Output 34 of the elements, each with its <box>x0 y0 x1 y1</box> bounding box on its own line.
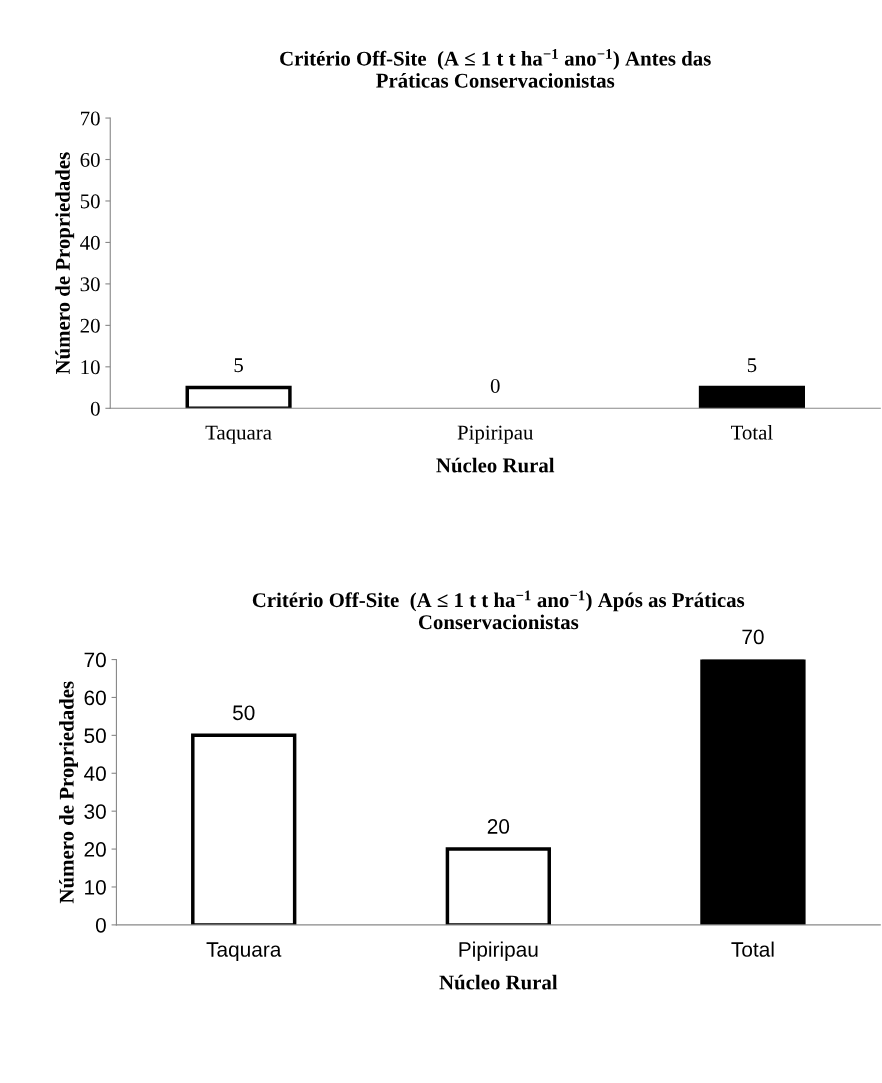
data-label: 70 <box>742 629 764 645</box>
y-tick-label: 10 <box>85 879 106 895</box>
x-tick-label: Total <box>731 941 774 957</box>
y-tick-label: 10 <box>81 360 100 375</box>
x-axis-title: Núcleo Rural <box>436 457 555 473</box>
x-tick-label: Taquara <box>205 425 272 444</box>
y-tick-label: 20 <box>84 842 106 857</box>
y-tick-label: 30 <box>80 277 100 292</box>
data-label: 5 <box>747 358 757 373</box>
x-tick-label: Taquara <box>206 942 282 961</box>
y-tick-label: 60 <box>80 152 100 167</box>
data-label: 5 <box>234 358 243 373</box>
x-tick-label: Pipiripau <box>457 425 534 444</box>
x-axis-title: Núcleo Rural <box>439 974 558 990</box>
data-label: 20 <box>487 819 510 834</box>
data-label: 50 <box>232 705 255 721</box>
y-tick-label: 50 <box>80 194 100 209</box>
y-tick-label: 50 <box>84 728 106 744</box>
chart-title: Critério Off-Site (A ≤ 1 t t ha$^{−1}$ ano$^{−1}$) Após as Práticas Conservacionistas <box>252 590 745 630</box>
data-label: 0 <box>490 378 500 393</box>
y-tick-label: 40 <box>80 235 100 250</box>
y-axis-title: Número de Propriedades <box>59 681 78 904</box>
x-tick-label: Pipiripau <box>459 941 538 961</box>
chart-title: Critério Off-Site (A ≤ 1 t t ha$^{−1}$ ano$^{−1}$) Antes das Práticas Conservacionistas <box>280 49 711 88</box>
y-tick-label: 0 <box>90 401 100 416</box>
y-tick-label: 70 <box>84 652 106 668</box>
y-tick-label: 60 <box>84 690 106 706</box>
y-tick-label: 30 <box>84 804 106 819</box>
y-tick-label: 0 <box>95 917 106 933</box>
x-tick-label: Total <box>731 424 773 440</box>
y-tick-label: 20 <box>80 318 100 333</box>
y-axis-title: Número de Propriedades <box>55 152 75 375</box>
y-tick-label: 70 <box>81 111 100 126</box>
y-tick-label: 40 <box>84 766 106 782</box>
